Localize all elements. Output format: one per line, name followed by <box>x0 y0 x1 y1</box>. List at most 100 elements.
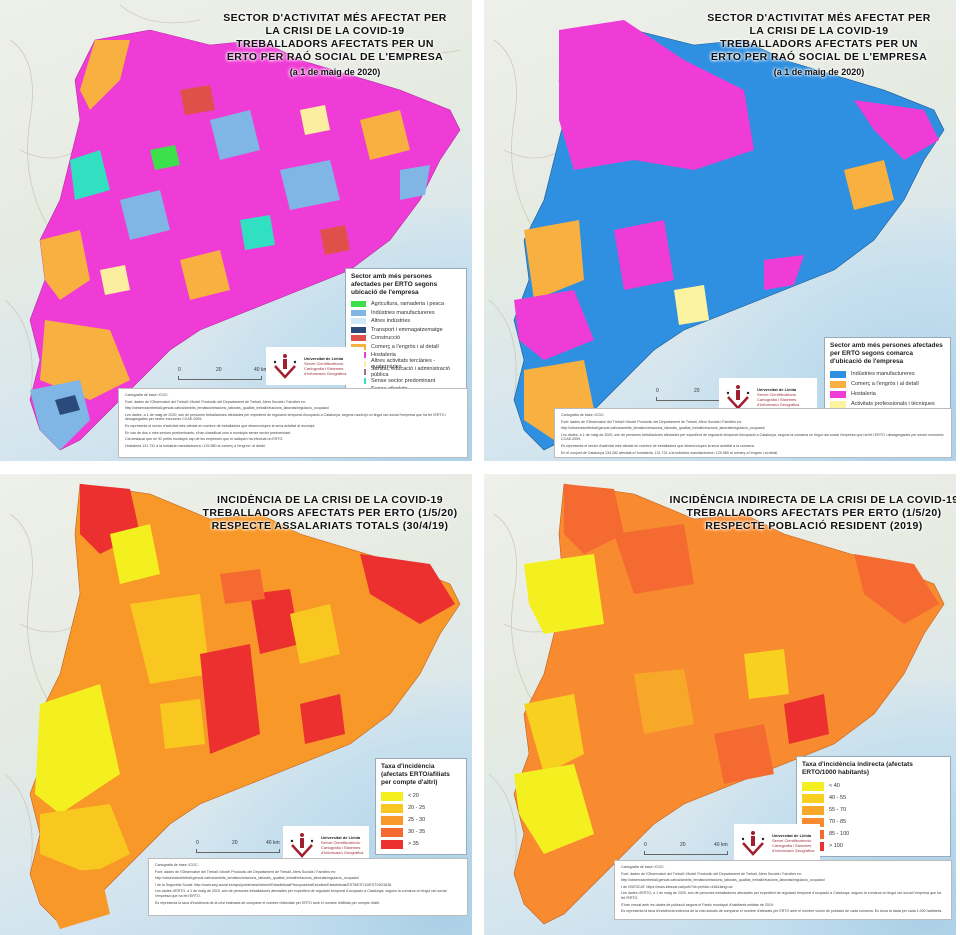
legend-item: Activitats professionals i tècniques <box>830 399 945 409</box>
note-line: Es representa el sector d'activitat més … <box>561 443 755 448</box>
scale-tick: 40 km <box>254 367 268 373</box>
note-line: Cartografia de base: ICGC. <box>621 865 665 869</box>
legend-label: Construcció <box>371 335 401 342</box>
title-line: RESPECTE ASSALARIATS TOTALS (30/4/19) <box>211 520 449 532</box>
logo-text: d'Informació Geogràfica <box>757 402 800 407</box>
map-panel-sector-comarcal: SECTOR D'ACTIVITAT MÉS AFECTAT PER LA CR… <box>484 0 956 461</box>
note-line: En el conjunt de Catalunya 134.282 afect… <box>561 450 779 455</box>
map-title: INCIDÈNCIA INDIRECTA DE LA CRISI DE LA C… <box>669 494 956 533</box>
catalonia-choropleth-municipal <box>4 4 461 451</box>
note-line: http://observatoritreball.gencat.cat/ca/… <box>621 878 826 883</box>
note-line: Hostaleria 131.731 a la indústria manufa… <box>125 443 266 448</box>
scale-tick: 0 <box>644 842 647 848</box>
legend-swatch <box>802 793 824 803</box>
legend-label: > 100 <box>829 843 843 849</box>
logo-text: d'Informació Geogràfica <box>772 848 815 853</box>
note-line: Cartografia de base: ICGC. <box>561 413 605 417</box>
udl-logo-icon <box>273 354 297 379</box>
legend-item: Sanitat, educació i administració públic… <box>351 366 461 379</box>
scale-tick: 40 km <box>714 842 728 848</box>
note-line: Font: dades de l'Observatori del Treball… <box>155 869 336 874</box>
legend-swatch <box>381 839 403 849</box>
scale-tick: 0 <box>656 388 659 394</box>
legend-item: 20 - 25 <box>381 802 461 814</box>
legend-label: Comerç a l'engròs i al detall <box>371 343 439 350</box>
legend-label: > 35 <box>408 841 419 847</box>
udl-logo-icon <box>290 833 314 858</box>
title-line: LA CRISI DE LA COVID-19 <box>265 25 405 37</box>
map-panel-incidencia-indirecta: INCIDÈNCIA INDIRECTA DE LA CRISI DE LA C… <box>484 474 956 935</box>
scale-bar: 0 20 40 km <box>196 840 291 856</box>
note-line: En cas de dos o més sectors predominants… <box>125 430 292 435</box>
legend-item: Indústries manufactureres <box>351 309 461 318</box>
scale-bar: 0 20 40 km <box>178 367 273 383</box>
legend-swatch <box>381 827 403 837</box>
legend-label: 55 - 70 <box>829 807 847 813</box>
note-line: Cartografia de base: ICGC. <box>155 863 199 867</box>
note-line: Les dades d'ERTO, a 1 de maig de 2020, s… <box>621 891 941 900</box>
university-logo: Universitat de Lleida Servei Cientificot… <box>734 824 820 862</box>
title-line: SECTOR D'ACTIVITAT MÉS AFECTAT PER <box>707 12 931 24</box>
title-line: INCIDÈNCIA INDIRECTA DE LA CRISI DE LA C… <box>669 494 956 506</box>
note-line: http://observatoritreball.gencat.cat/ca/… <box>155 876 360 881</box>
scale-tick: 40 km <box>266 840 280 846</box>
legend-label: Agricultura, ramaderia i pesca <box>371 301 445 308</box>
scale-tick: 20 <box>216 367 222 373</box>
note-line: Cartografia de base: ICGC. <box>125 393 169 397</box>
scale-bar: 0 20 40 km <box>644 842 739 858</box>
scale-tick: 0 <box>178 367 181 373</box>
legend-swatch <box>830 380 846 388</box>
legend-label: 25 - 30 <box>408 817 426 823</box>
legend-swatch <box>830 370 846 378</box>
legend-label: Activitats professionals i tècniques <box>851 401 935 407</box>
note-line: Les dades, a 1 de maig de 2020, són de p… <box>125 412 447 422</box>
legend-label: 85 - 100 <box>829 831 850 837</box>
legend-swatch <box>351 301 366 308</box>
legend-title: Sector amb més persones afectades per ER… <box>830 342 943 365</box>
legend-item: 40 - 55 <box>802 792 945 804</box>
legend-swatch <box>351 318 366 325</box>
udl-logo-icon <box>741 831 765 856</box>
university-logo: Universitat de Lleida Servei Cientificot… <box>283 826 369 864</box>
map-panel-incidencia: INCIDÈNCIA DE LA CRISI DE LA COVID-19 TR… <box>0 474 472 935</box>
legend-swatch <box>351 343 366 350</box>
note-line: S'han creuat amb les dades de població s… <box>621 902 774 907</box>
legend-swatch <box>830 400 846 408</box>
title-line: TREBALLADORS AFECTATS PER UN <box>720 38 918 50</box>
note-line: Font: dades de l'Observatori del Treball… <box>125 399 306 404</box>
legend-label: 40 - 55 <box>829 795 847 801</box>
logo-text: Servei Cientificotècnic <box>757 392 797 397</box>
legend-item: Indústries manufactureres <box>830 369 945 379</box>
map-legend: Taxa d'incidència indirecta (afectats ER… <box>796 756 951 857</box>
legend-item: Construcció <box>351 334 461 343</box>
logo-text: d'Informació Geogràfica <box>304 371 347 376</box>
map-notes: Cartografia de base: ICGC. Font: dades d… <box>614 860 952 920</box>
scale-tick: 20 <box>232 840 238 846</box>
legend-item: > 100 <box>802 840 945 852</box>
map-legend: Sector amb més persones afectades per ER… <box>824 337 951 414</box>
title-line: TREBALLADORS AFECTATS PER ERTO (1/5/20) <box>686 507 942 519</box>
legend-swatch <box>802 781 824 791</box>
legend-swatch <box>351 326 366 333</box>
legend-swatch <box>802 805 824 815</box>
title-line: INCIDÈNCIA DE LA CRISI DE LA COVID-19 <box>217 494 443 506</box>
map-panel-sector-municipal: SECTOR D'ACTIVITAT MÉS AFECTAT PER LA CR… <box>0 0 472 461</box>
logo-text: Universitat de Lleida <box>321 835 361 840</box>
logo-text: Cartografia i Sistemes <box>321 845 361 850</box>
legend-label: Hostaleria <box>851 391 876 397</box>
legend-item: < 40 <box>802 780 945 792</box>
note-line: http://observatoritreball.gencat.cat/ca/… <box>125 406 330 411</box>
legend-item: 25 - 30 <box>381 814 461 826</box>
legend-label: Altres activitats terciàries - quaternàr… <box>371 357 436 370</box>
legend-swatch <box>830 390 846 398</box>
title-line: ERTO PER RAÓ SOCIAL DE L'EMPRESA <box>226 51 444 63</box>
note-line: http://observatoritreball.gencat.cat/ca/… <box>561 426 766 431</box>
map-legend: Sector amb més persones afectades per ER… <box>345 268 467 399</box>
legend-item: 30 - 35 <box>381 826 461 838</box>
logo-text: Cartografia i Sistemes <box>757 397 797 402</box>
legend-label: Transport i emmagatzematge <box>371 326 443 333</box>
legend-label: Sanitat, educació i administració públic… <box>371 366 450 379</box>
catalonia-choropleth-incidencia <box>4 483 461 929</box>
legend-item: Agricultura, ramaderia i pesca <box>351 300 461 309</box>
legend-swatch <box>351 335 366 342</box>
